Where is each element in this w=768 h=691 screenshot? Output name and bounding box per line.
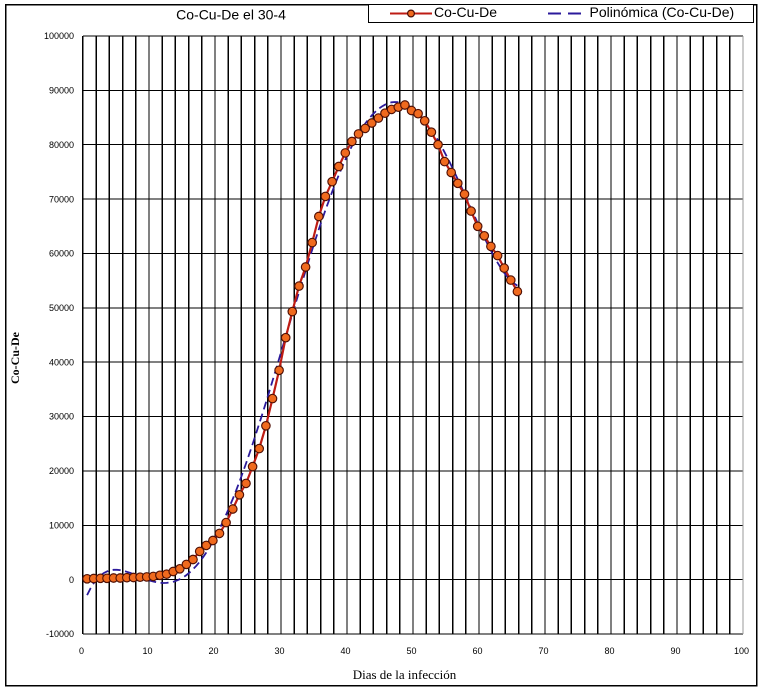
svg-text:-10000: -10000: [46, 629, 74, 639]
svg-text:80000: 80000: [49, 140, 74, 150]
svg-text:20000: 20000: [49, 466, 74, 476]
svg-text:70: 70: [538, 646, 548, 656]
svg-text:100: 100: [734, 646, 749, 656]
svg-text:70000: 70000: [49, 194, 74, 204]
svg-text:30000: 30000: [49, 412, 74, 422]
svg-text:40000: 40000: [49, 357, 74, 367]
svg-text:100000: 100000: [44, 31, 74, 41]
svg-text:60000: 60000: [49, 249, 74, 259]
svg-text:Co-Cu-De: Co-Cu-De: [8, 331, 22, 384]
svg-text:50000: 50000: [49, 303, 74, 313]
svg-text:Dias de la infección: Dias de la infección: [353, 667, 457, 682]
svg-text:0: 0: [69, 575, 74, 585]
svg-text:Co-Cu-De: Co-Cu-De: [434, 4, 497, 20]
svg-text:40: 40: [340, 646, 350, 656]
svg-text:20: 20: [208, 646, 218, 656]
svg-text:30: 30: [274, 646, 284, 656]
svg-text:90000: 90000: [49, 86, 74, 96]
svg-text:10000: 10000: [49, 521, 74, 531]
svg-text:Co-Cu-De el 30-4: Co-Cu-De el 30-4: [176, 7, 286, 23]
svg-text:Polinómica (Co-Cu-De): Polinómica (Co-Cu-De): [590, 4, 735, 20]
svg-text:80: 80: [604, 646, 614, 656]
svg-text:60: 60: [472, 646, 482, 656]
svg-text:0: 0: [79, 646, 84, 656]
svg-text:10: 10: [142, 646, 152, 656]
svg-text:50: 50: [406, 646, 416, 656]
svg-text:90: 90: [670, 646, 680, 656]
